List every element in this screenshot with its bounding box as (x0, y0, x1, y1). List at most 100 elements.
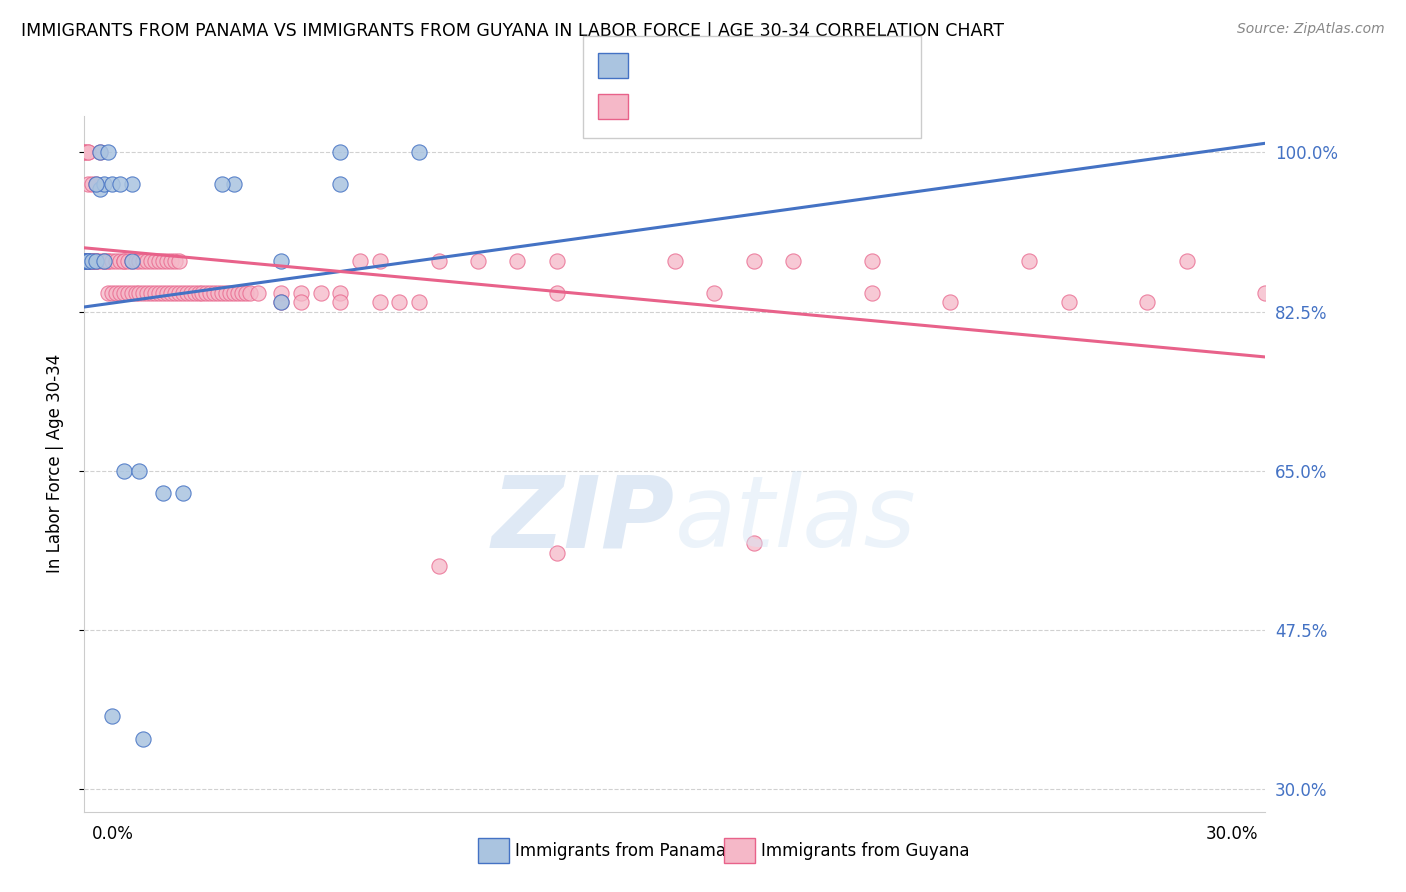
Point (860, 286, 883, 301)
Point (152, 486, 174, 500)
Text: 30.0%: 30.0% (1206, 825, 1258, 843)
Point (82, 254, 104, 268)
Point (136, 254, 159, 268)
Point (82, 254, 104, 268)
Point (77, 254, 100, 268)
Point (427, 559, 450, 574)
Point (152, 286, 174, 301)
Point (89, 145, 111, 160)
Point (290, 286, 312, 301)
Point (132, 731, 155, 746)
Point (97, 145, 120, 160)
Point (742, 536, 765, 550)
Point (1136, 295, 1159, 310)
Point (1175, 254, 1198, 268)
Point (270, 295, 292, 310)
Point (93, 177, 115, 191)
Point (172, 286, 194, 301)
Point (195, 286, 218, 301)
Point (160, 254, 183, 268)
Point (187, 286, 209, 301)
Point (211, 286, 233, 301)
Point (156, 286, 179, 301)
Point (77, 254, 100, 268)
Point (860, 254, 883, 268)
Point (108, 286, 131, 301)
Point (77, 254, 100, 268)
Point (104, 254, 127, 268)
Point (121, 254, 143, 268)
Point (101, 286, 124, 301)
Point (143, 286, 166, 301)
Point (408, 295, 430, 310)
Point (546, 545, 568, 559)
Point (200, 286, 222, 301)
Point (163, 286, 186, 301)
Text: 0.0%: 0.0% (91, 825, 134, 843)
Point (124, 286, 146, 301)
Point (329, 145, 352, 160)
Point (219, 286, 242, 301)
Text: R = -0.244   N = 110: R = -0.244 N = 110 (637, 97, 825, 115)
Point (163, 254, 186, 268)
Point (73, 254, 96, 268)
Point (782, 254, 804, 268)
Point (97, 254, 120, 268)
Point (664, 254, 686, 268)
Point (73, 254, 96, 268)
Point (73, 145, 96, 160)
Point (388, 295, 411, 310)
Point (101, 709, 124, 723)
Point (329, 286, 352, 301)
Point (235, 286, 257, 301)
Point (202, 286, 225, 301)
Point (703, 286, 725, 301)
Point (104, 286, 127, 301)
Point (176, 286, 198, 301)
Point (1018, 254, 1040, 268)
Point (89, 254, 111, 268)
Point (368, 254, 391, 268)
Point (128, 286, 150, 301)
Point (77, 254, 100, 268)
Point (121, 286, 143, 301)
Point (84, 254, 107, 268)
Point (77, 254, 100, 268)
Point (73, 145, 96, 160)
Point (73, 254, 96, 268)
Point (172, 486, 194, 500)
Point (427, 254, 450, 268)
Point (73, 254, 96, 268)
Text: atlas: atlas (675, 471, 917, 568)
Point (101, 254, 124, 268)
Point (128, 464, 150, 478)
Point (270, 295, 292, 310)
Point (84, 177, 107, 191)
Point (132, 254, 155, 268)
Point (117, 254, 139, 268)
Point (73, 254, 96, 268)
Point (167, 254, 190, 268)
Point (97, 254, 120, 268)
Point (82, 177, 104, 191)
Point (73, 254, 96, 268)
Point (408, 145, 430, 160)
Point (84, 254, 107, 268)
Point (112, 254, 135, 268)
Point (742, 254, 765, 268)
Point (546, 254, 568, 268)
Point (132, 286, 155, 301)
Point (112, 286, 135, 301)
Text: Source: ZipAtlas.com: Source: ZipAtlas.com (1237, 22, 1385, 37)
Point (329, 295, 352, 310)
Point (1254, 286, 1277, 301)
Point (329, 177, 352, 191)
Point (368, 295, 391, 310)
Point (84, 177, 107, 191)
Text: Immigrants from Panama: Immigrants from Panama (515, 842, 725, 860)
Point (136, 286, 159, 301)
Point (108, 177, 131, 191)
Point (82, 254, 104, 268)
Point (215, 286, 238, 301)
Point (183, 286, 205, 301)
